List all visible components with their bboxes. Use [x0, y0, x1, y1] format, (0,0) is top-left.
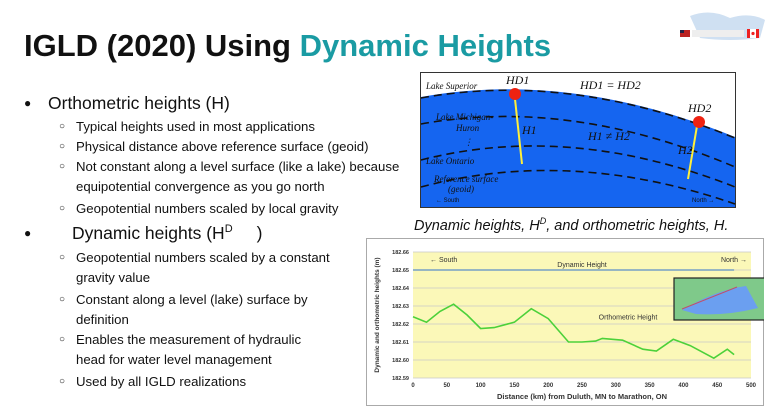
sub-bullet: Geopotential numbers scaled by a constan…: [59, 248, 330, 288]
x-tick-label: 500: [746, 383, 757, 389]
x-tick-label: 100: [476, 383, 487, 389]
svg-text:Lake Michigan-: Lake Michigan-: [435, 112, 493, 122]
svg-text:H2: H2: [677, 143, 693, 157]
y-axis-label: Dynamic and orthometric heights (m): [374, 257, 381, 372]
svg-text:HD2: HD2: [687, 101, 711, 115]
y-tick-label: 182.66: [392, 250, 409, 256]
x-tick-label: 300: [611, 383, 622, 389]
y-tick-label: 182.60: [392, 358, 409, 364]
y-tick-label: 182.65: [392, 268, 409, 274]
bullet-orthometric: Orthometric heights (H): [24, 93, 230, 114]
point-2: [693, 116, 705, 128]
south-label: ← South: [430, 257, 457, 264]
inset-transect: [681, 286, 738, 310]
x-tick-label: 150: [509, 383, 520, 389]
y-tick-label: 182.61: [392, 340, 409, 346]
svg-text:← South: ← South: [436, 198, 459, 204]
svg-text:Reference surface: Reference surface: [433, 174, 498, 184]
x-tick-label: 250: [577, 383, 588, 389]
series-label-orthometric: Orthometric Height: [599, 315, 658, 322]
x-tick-label: 0: [411, 383, 415, 389]
sub-bullet: Constant along a level (lake) surface by…: [59, 290, 330, 330]
height-diagram: Lake Superior Lake Michigan- Huron ⋮ Lak…: [420, 72, 736, 208]
y-tick-label: 182.62: [392, 322, 409, 328]
svg-text:HD1: HD1: [505, 73, 529, 87]
x-tick-label: 200: [543, 383, 554, 389]
x-axis-label: Distance (km) from Duluth, MN to Maratho…: [497, 392, 667, 401]
x-tick-label: 350: [645, 383, 656, 389]
point-1: [509, 88, 521, 100]
slide-title: IGLD (2020) Using Dynamic Heights: [24, 28, 552, 63]
diagram-caption: Dynamic heights, HD, and orthometric hei…: [414, 216, 729, 234]
sub-bullet: Not constant along a level surface (like…: [59, 157, 410, 197]
svg-text:(geoid): (geoid): [448, 184, 474, 194]
svg-text:North →: North →: [692, 198, 714, 204]
x-tick-label: 50: [443, 383, 450, 389]
svg-text:HD1 = HD2: HD1 = HD2: [579, 78, 641, 92]
series-label-dynamic: Dynamic Height: [557, 262, 606, 269]
svg-text:Lake Superior: Lake Superior: [425, 81, 478, 91]
svg-text:H1 ≠ H2: H1 ≠ H2: [587, 129, 630, 143]
sub-bullet: Geopotential numbers scaled by local gra…: [59, 199, 400, 219]
coordinating-committee-logo: [680, 12, 765, 40]
svg-text:H1: H1: [521, 123, 537, 137]
series-line-orthometric: [412, 303, 735, 360]
x-tick-label: 400: [678, 383, 689, 389]
sub-bullet: Physical distance above reference surfac…: [59, 137, 400, 157]
x-tick-label: 450: [712, 383, 723, 389]
svg-text:Huron: Huron: [455, 123, 480, 133]
height-chart: 182.59 182.60 182.61 182.62 182.63 182.64 182.…: [366, 238, 764, 406]
bullet-dynamic: Dynamic heights (HD): [24, 223, 262, 244]
sub-bullet: Used by all IGLD realizations: [59, 372, 330, 392]
north-label: North →: [721, 257, 747, 264]
y-tick-label: 182.59: [392, 376, 409, 382]
inset-lake: [682, 286, 758, 315]
sub-bullet: Typical heights used in most application…: [59, 117, 400, 137]
y-tick-label: 182.63: [392, 304, 409, 310]
y-tick-label: 182.64: [392, 286, 410, 292]
sub-bullet: Enables the measurement of hydraulic hea…: [59, 330, 330, 370]
svg-text:⋮: ⋮: [464, 137, 473, 147]
svg-text:Lake Ontario: Lake Ontario: [425, 156, 475, 166]
